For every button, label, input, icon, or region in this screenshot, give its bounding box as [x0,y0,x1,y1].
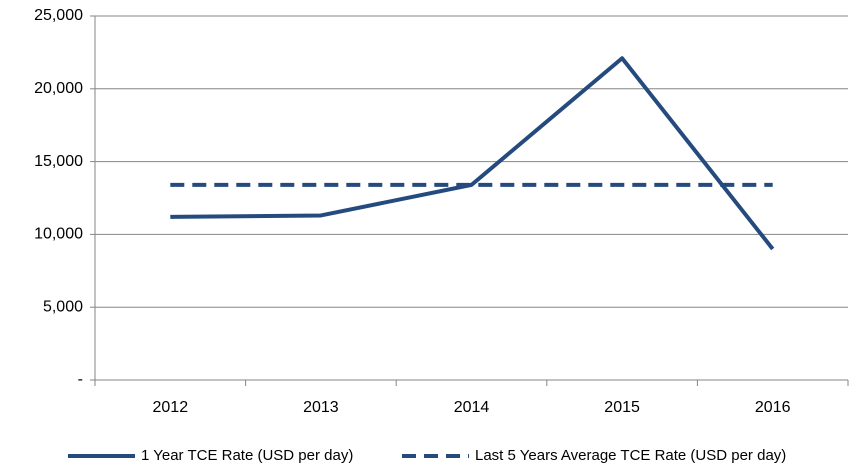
series-line [170,56,775,251]
y-tick-label: - [78,371,83,388]
y-tick-label: 20,000 [34,80,83,97]
legend-label: Last 5 Years Average TCE Rate (USD per d… [475,447,786,464]
x-tick-label: 2013 [303,399,339,416]
y-tick-label: 10,000 [34,226,83,243]
x-tick-label: 2012 [153,399,189,416]
x-tick-label: 2014 [454,399,490,416]
y-tick-label: 15,000 [34,153,83,170]
x-tick-label: 2016 [755,399,791,416]
legend-label: 1 Year TCE Rate (USD per day) [141,447,353,464]
y-tick-label: 25,000 [34,7,83,24]
x-tick-label: 2015 [604,399,640,416]
y-tick-label: 5,000 [43,298,83,315]
legend: 1 Year TCE Rate (USD per day) Last 5 Year… [68,447,786,464]
